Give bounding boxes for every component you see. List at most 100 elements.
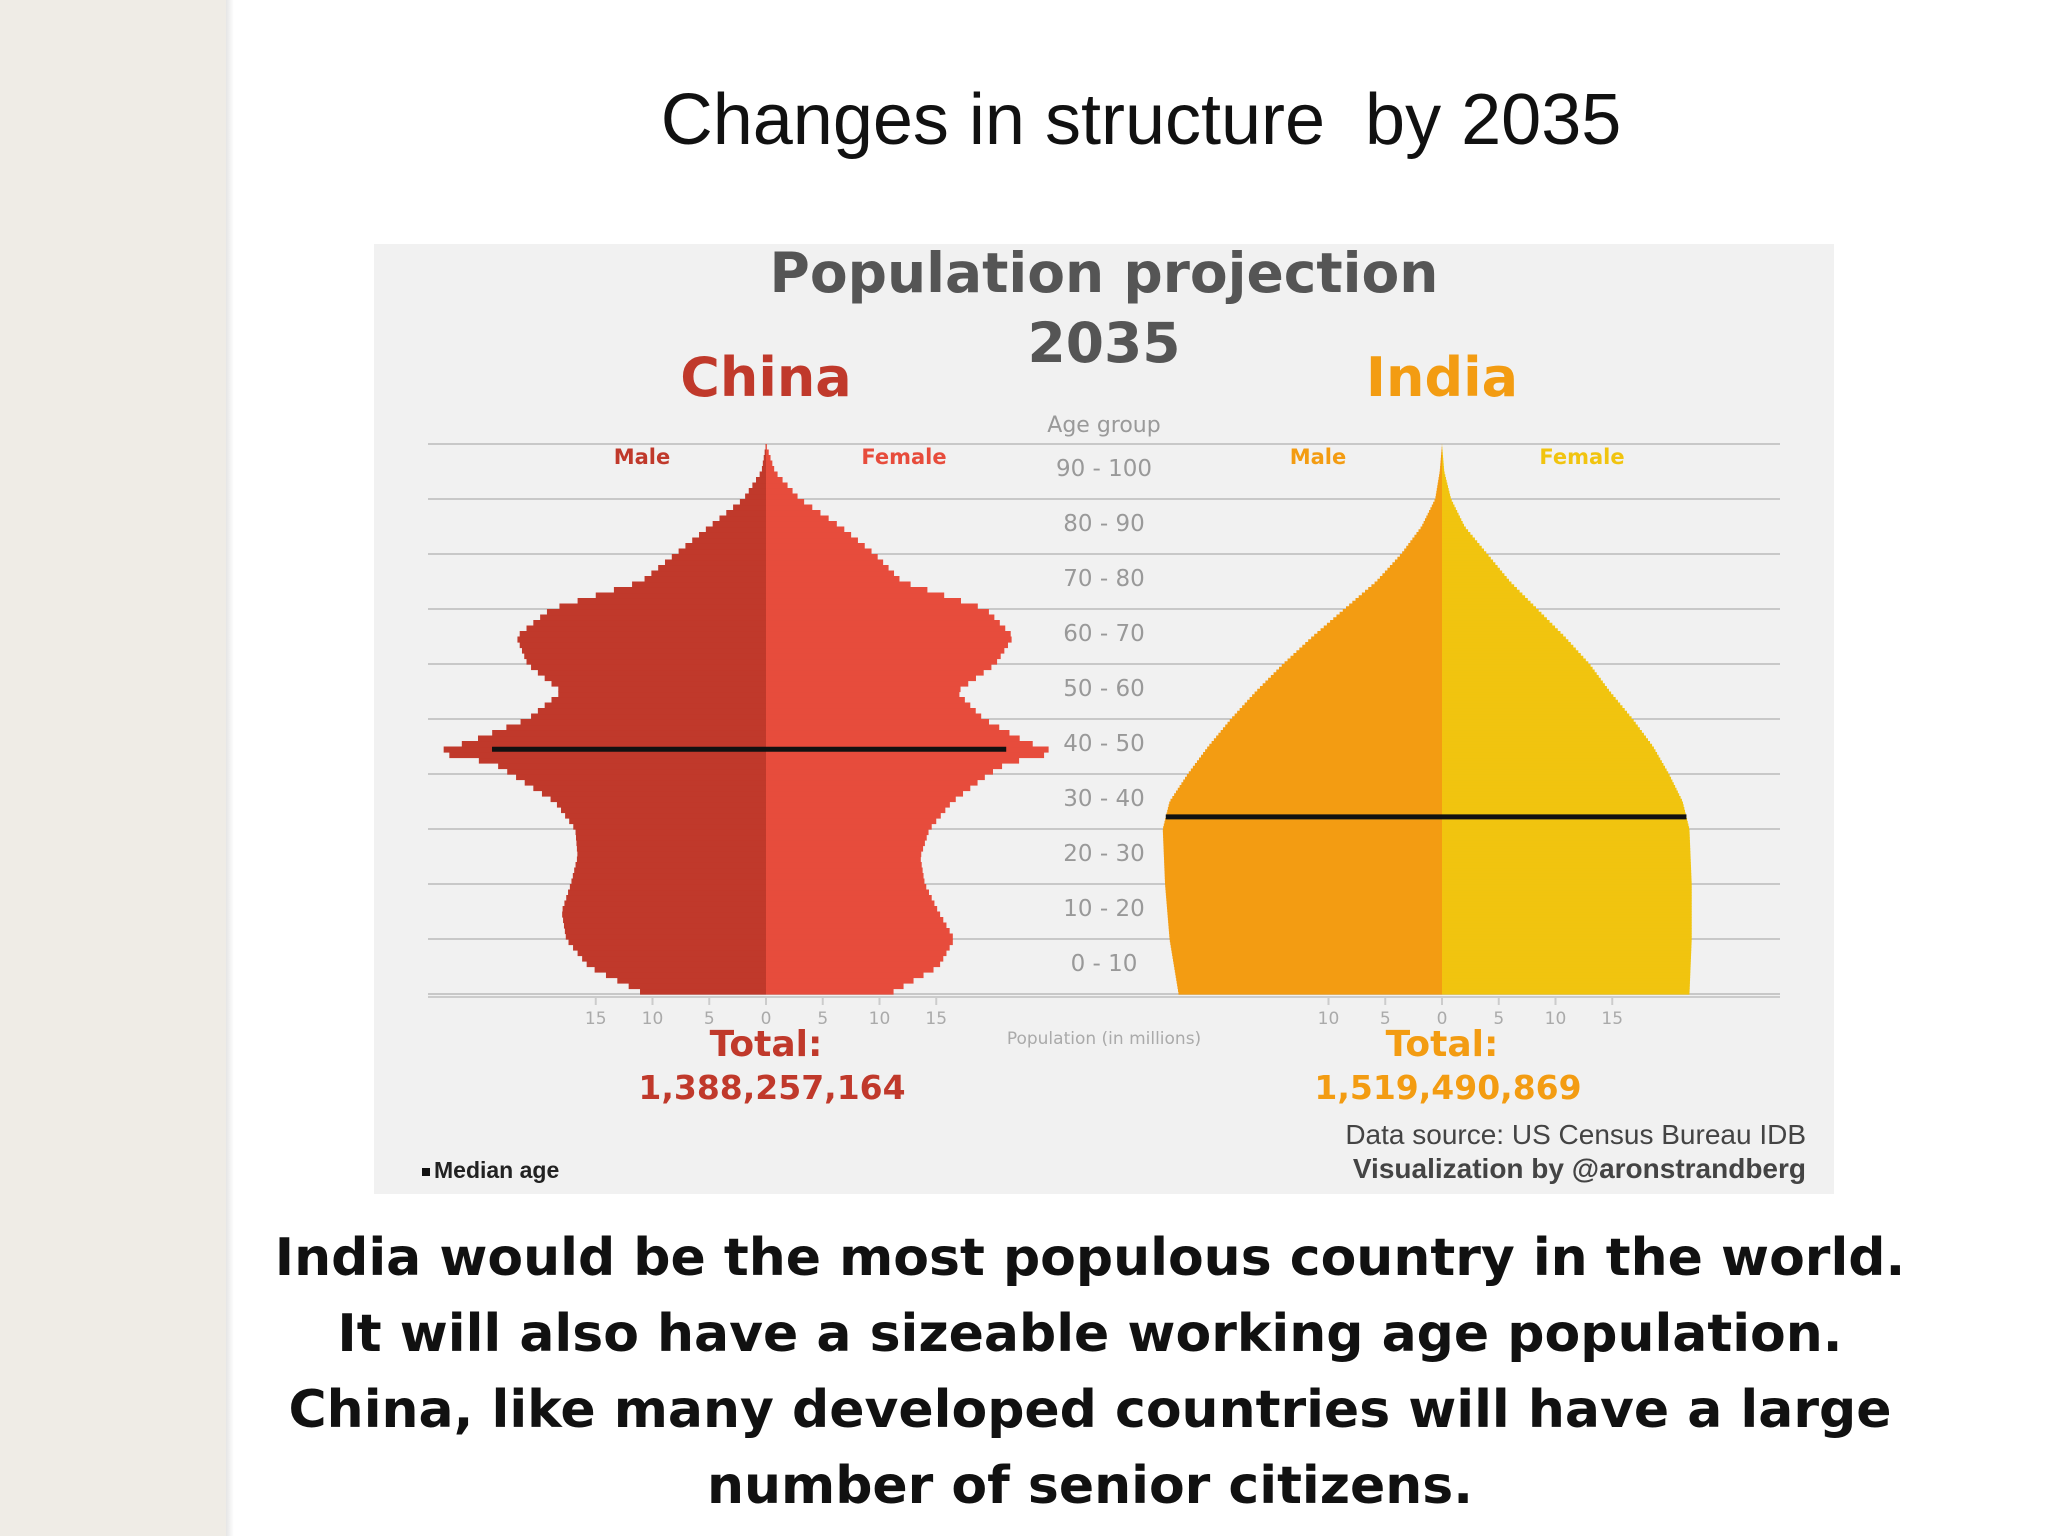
india-male-bar [1168,919,1442,924]
china-male-bar [658,565,766,572]
india-female-bar [1442,702,1621,706]
china-female-bar [766,933,953,940]
india-female-bar [1442,807,1685,811]
india-female-bar [1442,936,1692,940]
chart-subtitle: 2035 [1027,311,1180,375]
india-male-bar [1207,746,1442,750]
china-female-bar [766,900,935,907]
china-male-bar [644,576,766,583]
india-female-bar [1442,611,1542,616]
india-female-bar [1442,969,1691,973]
india-female-bar [1442,919,1692,924]
china-female-bar [766,570,895,577]
india-male-bar [1252,694,1442,698]
india-female-bar [1442,642,1571,646]
india-female-bar [1442,859,1691,863]
china-female-bar [766,504,813,511]
age-group-label: 30 - 40 [1063,786,1144,812]
india-male-bar [1194,763,1442,767]
china-female-bar [766,801,950,808]
india-male-bar [1220,730,1442,734]
india-male-bar [1173,963,1442,968]
china-female-bar [766,889,929,896]
india-female-bar [1442,576,1507,580]
india-male-bars [1162,444,1442,995]
india-male-bar [1435,496,1442,500]
china-male-bar [558,691,766,698]
india-male-bar [1361,592,1442,596]
india-female-bar [1442,628,1558,632]
india-male-bar [1399,554,1442,558]
x-axis: 0 - 10 10 - 20 20 - 30 30 - 40 40 - 50 50 - 6… [428,456,1780,1029]
india-female-bar [1442,820,1688,825]
china-female-bar [766,581,911,588]
china-female-bar [766,884,927,891]
india-male-bar [1355,598,1442,602]
india-male-bar [1164,820,1442,825]
china-female-bar [766,680,969,687]
india-male-bar [1326,622,1442,627]
india-female-bar [1442,460,1444,464]
india-male-bar [1176,980,1442,984]
india-female-bar [1442,644,1574,649]
china-male-bar [524,653,766,660]
india-female-bar [1442,468,1445,473]
india-male-bar [1177,988,1442,992]
india-male-bar [1276,669,1442,673]
india-male-bar [1437,485,1442,489]
india-female-bar [1442,793,1680,797]
india-female-bar [1442,600,1531,605]
india-female-bar [1442,710,1628,715]
china-male-bar [540,614,766,621]
x-axis-tick-label: 0 [1437,1009,1448,1029]
india-female-bar [1442,691,1612,695]
india-female-bar [1442,925,1692,929]
india-male-bar [1435,493,1442,497]
india-male-bar [1379,576,1442,580]
india-female-bar [1442,479,1447,484]
china-female-bar [766,944,950,951]
china-male-bar [574,867,766,874]
india-female-bar [1442,977,1691,981]
age-group-axis-title: Age group [1047,413,1160,438]
india-female-bar [1442,647,1576,651]
china-female-bar [766,526,845,533]
china-male-bar [692,537,766,544]
china-male-bar [605,972,766,979]
india-female-label: Female [1539,445,1624,469]
india-female-bar [1442,477,1446,481]
india-female-bar [1442,804,1684,808]
india-female-bar [1442,732,1644,737]
india-male-bar [1168,804,1442,808]
china-male-bar [533,785,766,792]
india-male-bar [1227,721,1442,726]
india-female-bar [1442,763,1664,767]
age-group-label: 80 - 90 [1063,511,1144,537]
india-total-value: 1,519,490,869 [1314,1068,1581,1107]
india-male-bar [1439,474,1442,478]
china-male-bar [477,735,766,742]
india-male-bar [1167,911,1442,915]
china-female-bar [766,466,775,473]
china-male-bar [719,515,766,522]
india-female-bar [1442,873,1692,877]
china-female-bar [766,928,950,935]
china-male-bar [575,829,766,836]
slide-title: Changes in structure by 2035 [660,80,1622,160]
india-female-bar [1442,941,1692,946]
chart-text: Population projection 2035 China India A… [422,244,1806,1184]
x-axis-tick-label: 10 [642,1009,664,1029]
india-female-bar [1442,669,1595,673]
china-male-bar [526,625,766,632]
india-male-bar [1172,952,1442,957]
china-female-label: Female [861,445,946,469]
china-female-bar [766,878,925,885]
china-female-bar [766,658,998,665]
india-male-bar [1317,631,1442,635]
india-male-bar [1438,477,1442,481]
india-female-bar [1442,774,1670,778]
india-female-bar [1442,829,1690,833]
china-male-bar [762,460,766,467]
india-male-bar [1166,900,1442,904]
china-male-bar [575,862,766,869]
